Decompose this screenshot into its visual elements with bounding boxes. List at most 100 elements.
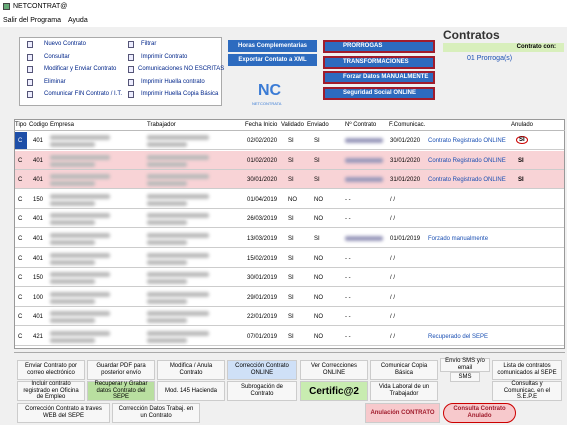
cell-fecha: 29/01/2019 (247, 294, 278, 301)
menu-item[interactable]: Salir del Programa (3, 17, 61, 24)
column-header: Nº Contrato (345, 122, 377, 128)
cell-tipo: C (18, 236, 23, 242)
column-header: Empresa (50, 122, 75, 128)
toolbar-button[interactable]: Envío SMS y/o email (440, 358, 490, 372)
toolbar-button[interactable]: Subrogación de Contrato (227, 381, 297, 401)
cell-validado: SI (288, 334, 294, 340)
cell-codigo: 100 (33, 294, 44, 301)
cell-fecha: 30/01/2019 (247, 275, 278, 282)
side-button[interactable]: PRORROGAS (323, 40, 435, 53)
empresa-blur (50, 193, 110, 199)
side-button[interactable]: TRANSFORMACIONES (323, 55, 435, 69)
toolbar-button[interactable]: Mod. 145 Hacienda (157, 381, 225, 401)
action-button[interactable]: Comunicar FIN Contrato / I.T. (44, 91, 123, 97)
action-button[interactable]: Imprimir Contrato (141, 53, 188, 60)
action-button[interactable]: Consultar (44, 53, 70, 60)
cell-tipo: C (18, 275, 23, 282)
toolbar-button[interactable]: Enviar Contrato por correo electrónico (17, 360, 85, 380)
empresa-blur (50, 240, 95, 245)
toolbar-button[interactable]: Modifica / Anula Contrato (157, 360, 225, 380)
toolbar-button[interactable]: SMS (450, 372, 480, 382)
cell-validado: SI (288, 216, 294, 223)
action-icon (128, 78, 134, 86)
menu-item[interactable]: Ayuda (68, 17, 88, 24)
cell-codigo: 401 (33, 236, 44, 242)
cell-enviado: SI (314, 236, 320, 242)
side-button[interactable]: Forzar Datos MANUALMENTE (323, 71, 435, 84)
action-icon (27, 41, 33, 48)
toolbar-button[interactable]: Consultas y Comunicac. en el S.E.P.E (492, 381, 562, 401)
blue-button[interactable]: Horas Complementarias (228, 40, 317, 52)
action-button[interactable]: Imprimir Huella Copia Básica (141, 91, 219, 97)
action-button[interactable]: Imprimir Huella contrato (141, 78, 205, 85)
cell-fcom: / / (390, 255, 396, 262)
empresa-blur (50, 213, 110, 219)
empresa-blur (50, 338, 95, 343)
trabajador-blur (147, 233, 209, 238)
trabajador-blur (147, 200, 187, 206)
cell-validado: SI (288, 138, 294, 144)
panel-item[interactable]: 01 Prorroga(s) (467, 55, 513, 62)
empresa-blur (50, 200, 95, 206)
action-button[interactable]: Filtrar (141, 41, 157, 47)
empresa-blur (50, 233, 110, 238)
column-header: Validado (281, 122, 304, 128)
column-header: Enviado (307, 122, 329, 128)
cell-validado: SI (288, 157, 294, 164)
toolbar-button[interactable]: Corrección Contrato ONLINE (227, 360, 297, 380)
selected-cell (15, 132, 27, 149)
cell-ncontrato: - - (345, 294, 351, 301)
action-button[interactable]: Comunicaciones NO ESCRITAS (138, 66, 225, 72)
cell-fecha: 22/01/2019 (247, 314, 278, 321)
blue-button[interactable]: Exportar Contato a XML (228, 54, 317, 66)
toolbar-button[interactable]: Certific@2 (300, 381, 368, 401)
toolbar-button[interactable]: Anulación CONTRATO (365, 403, 440, 423)
action-icon (128, 53, 134, 61)
action-icon (27, 78, 33, 86)
cell-enviado: NO (314, 196, 323, 203)
empresa-blur (50, 135, 110, 140)
cell-codigo: 401 (33, 138, 44, 144)
trabajador-blur (147, 220, 187, 226)
empresa-blur (50, 311, 110, 317)
cell-estado: Contrato Registrado ONLINE (428, 138, 506, 144)
empresa-blur (50, 174, 110, 180)
cell-estado: Contrato Registrado ONLINE (428, 177, 506, 184)
toolbar-button[interactable]: Corrección Datos Trabaj. en un Contrato (112, 403, 200, 423)
trabajador-blur (147, 240, 187, 245)
cell-codigo: 401 (33, 255, 44, 262)
toolbar-button[interactable]: Guardar PDF para posterior envío (87, 360, 155, 380)
toolbar-button[interactable]: Ver Correcciones ONLINE (300, 360, 368, 380)
cell-enviado: SI (314, 157, 320, 164)
header-line (14, 130, 565, 131)
cell-fecha: 07/01/2019 (247, 334, 278, 340)
toolbar-button[interactable]: Vida Laboral de un Trabajador (370, 381, 438, 401)
empresa-blur (50, 220, 95, 226)
cell-enviado: NO (314, 334, 323, 340)
cell-fcom: 01/01/2019 (390, 236, 421, 242)
cell-validado: NO (288, 196, 297, 203)
trabajador-blur (147, 259, 187, 265)
empresa-blur (50, 252, 110, 258)
action-button[interactable]: Eliminar (44, 78, 66, 85)
cell-ncontrato: - - (345, 275, 351, 282)
toolbar-button[interactable]: Lista de contratos comunicados al SEPE (492, 360, 562, 380)
trabajador-blur (147, 331, 209, 336)
menu-bar (0, 14, 567, 27)
logo-text: NETCONTRATA (252, 101, 282, 106)
toolbar-button[interactable]: Corrección Contrato a traves WEB del SEP… (17, 403, 110, 423)
column-header: Anulado (511, 122, 534, 128)
action-button[interactable]: Nuevo Contrato (44, 41, 87, 47)
cell-fecha: 13/03/2019 (247, 236, 278, 242)
action-button[interactable]: Modificar y Enviar Contrato (44, 66, 117, 72)
trabajador-blur (147, 193, 209, 199)
trabajador-blur (147, 311, 209, 317)
toolbar-button[interactable]: Consulta Contrato Anulado (443, 403, 516, 423)
cell-validado: SI (288, 177, 294, 184)
toolbar-button[interactable]: Incluir contrato registrado en Oficina d… (17, 381, 85, 401)
toolbar-button[interactable]: Recuperar y Grabar datos Contrato del SE… (87, 381, 155, 401)
contract-number-blur (345, 177, 383, 183)
cell-enviado: NO (314, 216, 323, 223)
toolbar-button[interactable]: Comunicar Copia Básica (370, 360, 438, 380)
side-button[interactable]: Seguridad Social ONLINE (323, 86, 435, 100)
